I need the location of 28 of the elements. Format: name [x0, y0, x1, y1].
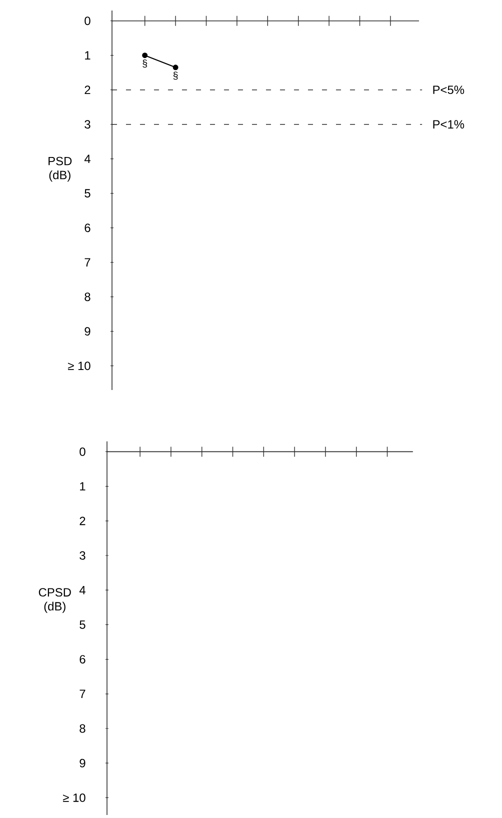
y-tick-label: 0 [84, 16, 90, 26]
data-label: § [142, 60, 148, 68]
y-tick-label: 4 [79, 586, 86, 594]
y-axis-title: CPSD (dB) [38, 588, 71, 613]
y-tick-label: 9 [80, 758, 86, 768]
y-tick-label: 9 [84, 327, 90, 336]
y-tick-label: ≥ 10 [63, 793, 86, 802]
ref-line-label: P<5% [433, 86, 464, 94]
y-tick-label: 8 [80, 724, 86, 733]
y-tick-label: 3 [80, 551, 86, 560]
y-tick-label: 1 [80, 482, 86, 490]
ref-line-label: P<1% [433, 120, 464, 129]
y-tick-label: 5 [84, 189, 90, 198]
y-tick-label: 1 [85, 51, 90, 60]
y-tick-label: 0 [80, 447, 86, 456]
y-tick-label: 2 [80, 516, 86, 526]
y-tick-label: ≥ 10 [68, 362, 90, 370]
y-tick-label: 7 [80, 690, 86, 698]
y-tick-label: 3 [84, 120, 90, 129]
y-tick-label: 8 [84, 292, 90, 302]
y-tick-label: 6 [80, 655, 86, 664]
y-tick-label: 4 [84, 154, 90, 163]
y-tick-label: 6 [84, 224, 90, 232]
y-tick-label: 5 [80, 620, 86, 629]
data-label: § [173, 72, 178, 80]
y-tick-label: 2 [84, 86, 90, 94]
y-axis-title: PSD (dB) [48, 156, 72, 182]
y-tick-label: 7 [84, 258, 90, 266]
